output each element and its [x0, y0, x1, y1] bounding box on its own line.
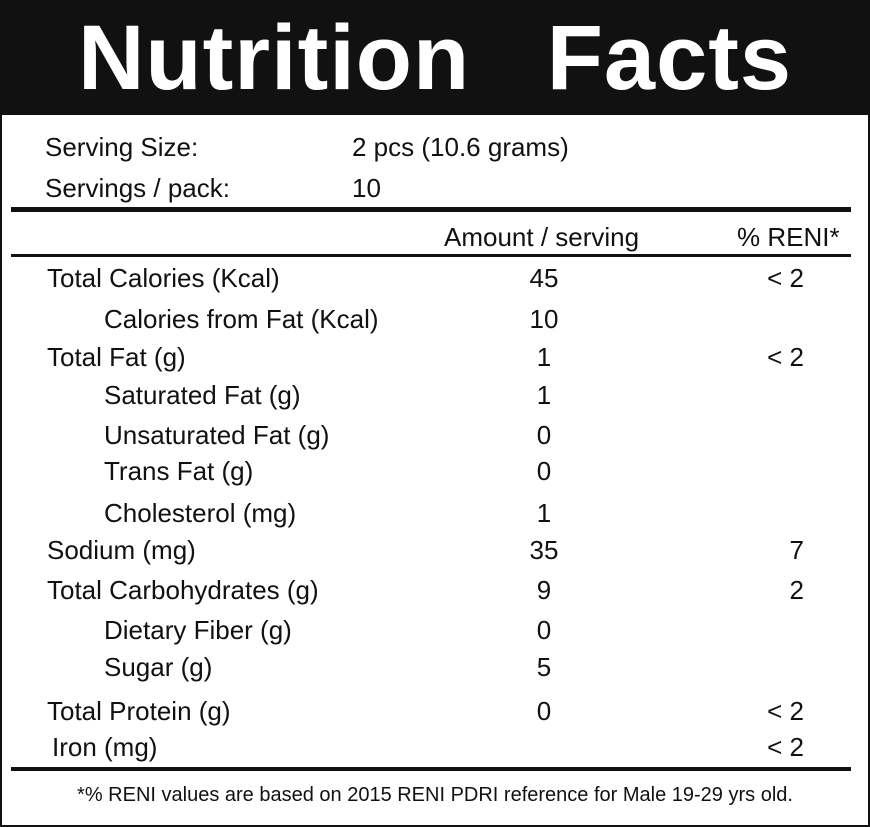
footnote: *% RENI values are based on 2015 RENI PD… [77, 784, 793, 806]
column-header: % RENI* [737, 222, 840, 252]
amount: 1 [536, 342, 552, 372]
amount: 1 [536, 380, 552, 410]
amount: 0 [536, 456, 552, 486]
nutrient-name: Sodium (mg) [47, 535, 196, 565]
amount: 1 [536, 498, 552, 528]
amount: 45 [529, 263, 559, 293]
nutrient-name: Cholesterol (mg) [104, 498, 297, 528]
reni: 2 [789, 575, 804, 605]
nutrient-name: Trans Fat (g) [104, 456, 254, 486]
nutrient-name: Total Protein (g) [47, 696, 231, 726]
reni: < 2 [767, 732, 804, 762]
rule [11, 254, 851, 257]
nutrient-name: Total Calories (Kcal) [47, 263, 280, 293]
nutrient-name: Sugar (g) [104, 652, 213, 682]
column-header: Amount / serving [444, 222, 640, 252]
serving-value: 10 [352, 173, 381, 203]
serving-label: Serving Size: [45, 132, 199, 162]
amount: 35 [529, 535, 559, 565]
serving-value: 2 pcs (10.6 grams) [352, 132, 569, 162]
amount: 5 [536, 652, 552, 682]
header-band: Nutrition Facts [2, 2, 868, 115]
amount: 0 [536, 420, 552, 450]
nutrient-name: Total Carbohydrates (g) [47, 575, 319, 605]
serving-label: Servings / pack: [45, 173, 230, 203]
reni: < 2 [767, 263, 804, 293]
nutrient-name: Calories from Fat (Kcal) [104, 304, 379, 334]
nutrient-name: Total Fat (g) [47, 342, 186, 372]
nutrient-name: Dietary Fiber (g) [104, 615, 292, 645]
nutrient-name: Iron (mg) [52, 732, 158, 762]
nutrient-name: Unsaturated Fat (g) [104, 420, 330, 450]
rule [11, 207, 851, 212]
reni: < 2 [767, 342, 804, 372]
reni: < 2 [767, 696, 804, 726]
rule [11, 767, 851, 771]
nutrient-name: Saturated Fat (g) [104, 380, 301, 410]
amount: 9 [536, 575, 552, 605]
amount: 0 [536, 615, 552, 645]
amount: 0 [536, 696, 552, 726]
reni: 7 [789, 535, 804, 565]
title: Nutrition Facts [77, 7, 793, 109]
amount: 10 [529, 304, 559, 334]
